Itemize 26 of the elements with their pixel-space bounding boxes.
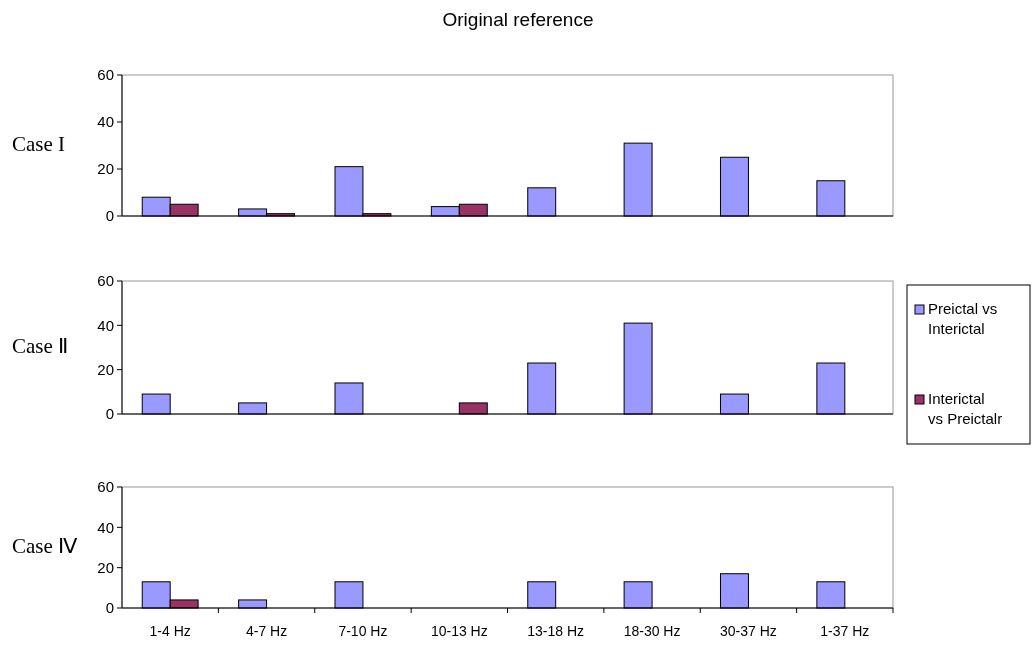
- y-tick-label: 20: [97, 160, 114, 178]
- y-tick-label: 60: [97, 66, 114, 84]
- chart-title: Original reference: [442, 9, 594, 30]
- y-tick-label: 20: [97, 558, 114, 576]
- y-tick-label: 40: [97, 316, 114, 334]
- y-tick-label: 40: [97, 518, 114, 536]
- y-tick-label: 40: [97, 113, 114, 131]
- y-tick-label: 0: [105, 207, 114, 225]
- x-tick-label: 1-37 Hz: [820, 623, 870, 639]
- x-tick-label: 13-18 Hz: [527, 623, 585, 639]
- x-tick-label: 18-30 Hz: [623, 623, 681, 639]
- y-axis-title: Case Ⅳ: [12, 533, 79, 558]
- y-tick-label: 20: [97, 360, 114, 378]
- x-tick-label: 30-37 Hz: [720, 623, 777, 639]
- x-tick-label: 7-10 Hz: [338, 623, 388, 639]
- x-tick-label: 1-4 Hz: [149, 623, 191, 639]
- y-tick-label: 60: [97, 478, 114, 496]
- legend-label: Interictal vs Preictalr: [928, 390, 1003, 427]
- y-axis-title: Case I: [12, 131, 66, 156]
- legend-label: Preictal vs Interictal: [928, 300, 998, 337]
- y-tick-label: 0: [105, 405, 114, 423]
- x-tick-label: 4-7 Hz: [245, 623, 288, 639]
- y-tick-label: 60: [97, 272, 114, 290]
- x-tick-label: 10-13 Hz: [430, 623, 488, 639]
- y-axis-title: Case Ⅱ: [12, 333, 69, 358]
- y-tick-label: 0: [105, 599, 114, 617]
